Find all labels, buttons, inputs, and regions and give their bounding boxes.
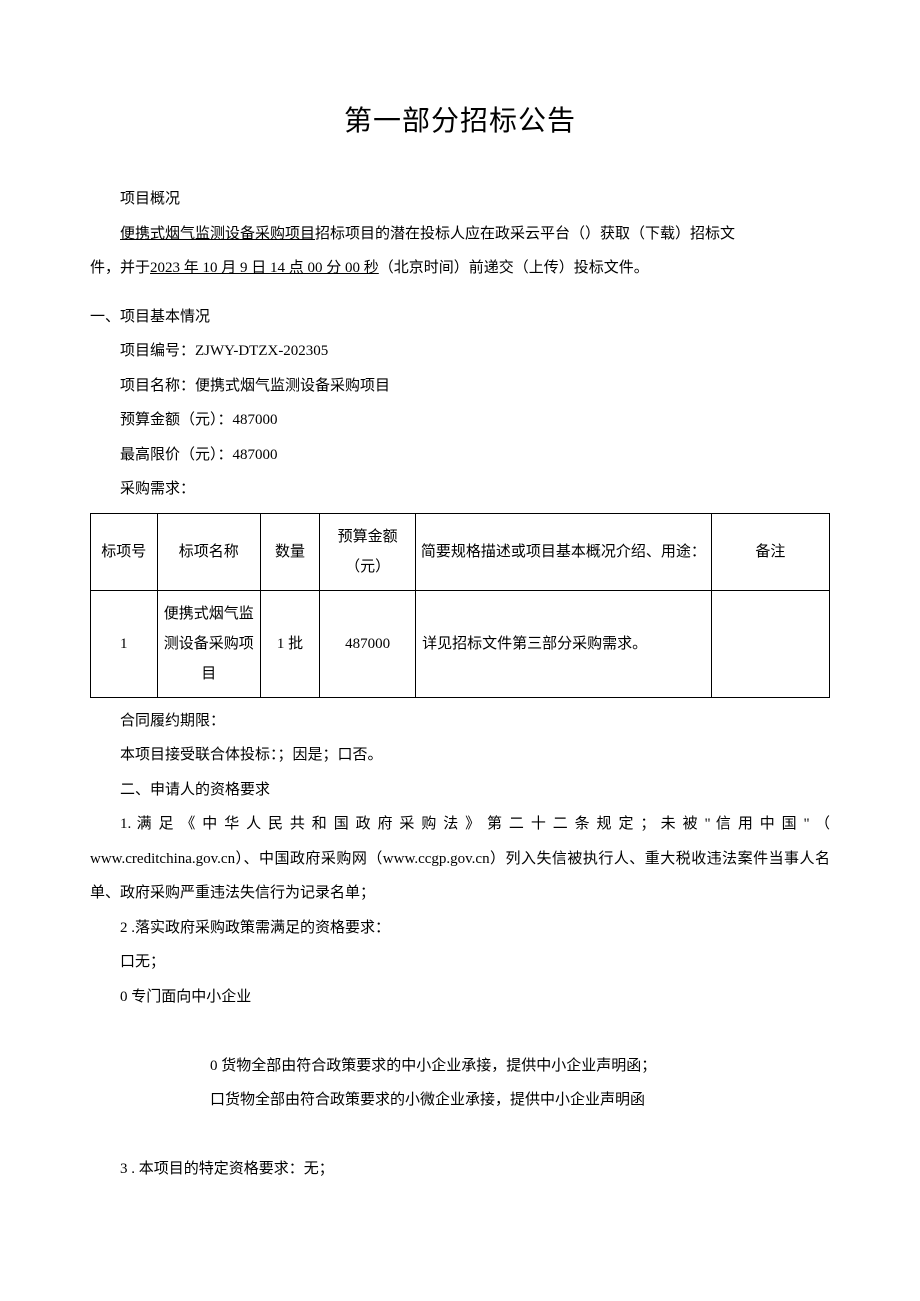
table-row: 1 便携式烟气监测设备采购项目 1 批 487000 详见招标文件第三部分采购需…	[91, 590, 830, 697]
td-desc: 详见招标文件第三部分采购需求。	[416, 590, 712, 697]
contract-term: 合同履约期限：	[90, 704, 830, 739]
requirement-2-sub1: 0 货物全部由符合政策要求的中小企业承接，提供中小企业声明函；	[90, 1049, 830, 1084]
th-amt: 预算金额（元）	[320, 513, 416, 590]
overview-line2-pre: 件，并于	[90, 260, 150, 276]
section2-heading: 二、申请人的资格要求	[90, 773, 830, 808]
section1-heading: 一、项目基本情况	[90, 300, 830, 335]
consortium-line: 本项目接受联合体投标：；因是；口否。	[90, 738, 830, 773]
td-note	[711, 590, 829, 697]
table-header-row: 标项号 标项名称 数量 预算金额（元） 简要规格描述或项目基本概况介绍、用途： …	[91, 513, 830, 590]
overview-deadline: 2023 年 10 月 9 日 14 点 00 分 00 秒	[150, 260, 379, 276]
td-qty: 1 批	[260, 590, 319, 697]
requirement-2: 2 .落实政府采购政策需满足的资格要求：	[90, 911, 830, 946]
max-price: 最高限价（元）：487000	[90, 438, 830, 473]
requirement-2-sub2: 口货物全部由符合政策要求的小微企业承接，提供中小企业声明函	[90, 1083, 830, 1118]
td-name: 便携式烟气监测设备采购项目	[157, 590, 260, 697]
td-id: 1	[91, 590, 158, 697]
td-amt: 487000	[320, 590, 416, 697]
requirement-2-none: 口无；	[90, 945, 830, 980]
project-name: 项目名称：便携式烟气监测设备采购项目	[90, 369, 830, 404]
project-code: 项目编号：ZJWY-DTZX-202305	[90, 334, 830, 369]
procurement-requirement-label: 采购需求：	[90, 472, 830, 507]
th-id: 标项号	[91, 513, 158, 590]
overview-line1-rest: 招标项目的潜在投标人应在政采云平台（）获取（下载）招标文	[315, 226, 735, 242]
overview-project-name: 便携式烟气监测设备采购项目	[120, 226, 315, 242]
page-title: 第一部分招标公告	[90, 90, 830, 154]
overview-line2-post: （北京时间）前递交（上传）投标文件。	[379, 260, 649, 276]
overview-label: 项目概况	[90, 182, 830, 217]
overview-line2: 件，并于2023 年 10 月 9 日 14 点 00 分 00 秒（北京时间）…	[90, 251, 830, 286]
th-desc: 简要规格描述或项目基本概况介绍、用途：	[416, 513, 712, 590]
overview-line1: 便携式烟气监测设备采购项目招标项目的潜在投标人应在政采云平台（）获取（下载）招标…	[90, 217, 830, 252]
th-name: 标项名称	[157, 513, 260, 590]
requirement-3: 3 . 本项目的特定资格要求：无；	[90, 1152, 830, 1187]
th-qty: 数量	[260, 513, 319, 590]
budget-amount: 预算金额（元）：487000	[90, 403, 830, 438]
requirement-table: 标项号 标项名称 数量 预算金额（元） 简要规格描述或项目基本概况介绍、用途： …	[90, 513, 830, 698]
requirement-2-sme: 0 专门面向中小企业	[90, 980, 830, 1015]
th-note: 备注	[711, 513, 829, 590]
requirement-1: 1. 满 足 《 中 华 人 民 共 和 国 政 府 采 购 法 》 第 二 十…	[90, 807, 830, 911]
